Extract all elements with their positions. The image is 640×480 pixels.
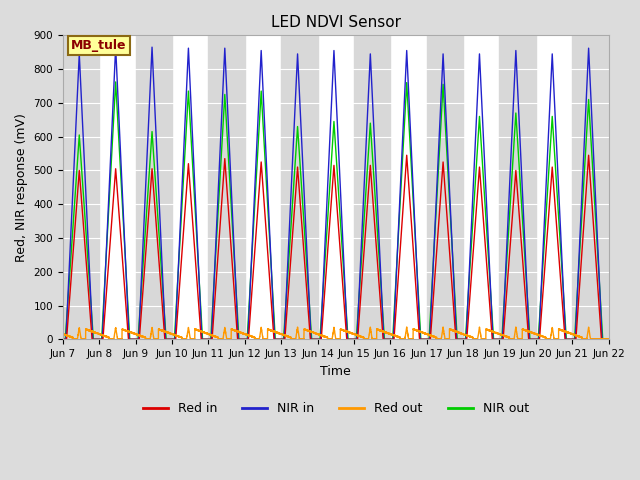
NIR out [180, 169, 188, 175]
Bar [499, 36, 536, 339]
Red in [605, 336, 612, 342]
NIR out [73, 171, 81, 177]
Red out [503, 334, 511, 340]
Bar [572, 36, 609, 339]
NIR in [94, 336, 102, 342]
Red in [298, 214, 305, 219]
Red in [59, 336, 67, 342]
NIR in [503, 238, 511, 243]
Bar [63, 36, 99, 339]
X-axis label: Time: Time [321, 365, 351, 378]
NIR in [59, 336, 67, 342]
Line: NIR out: NIR out [63, 82, 609, 339]
NIR out [605, 336, 612, 342]
NIR in [247, 269, 255, 275]
Red out [247, 334, 255, 339]
Red in [403, 152, 410, 158]
Red out [180, 336, 188, 342]
Red out [69, 336, 77, 342]
Bar [209, 36, 245, 339]
NIR out [59, 336, 67, 342]
Line: Red out: Red out [63, 327, 609, 339]
NIR out [503, 252, 511, 258]
NIR in [180, 145, 188, 151]
Red out [94, 331, 102, 336]
Bar [281, 36, 317, 339]
Title: LED NDVI Sensor: LED NDVI Sensor [271, 15, 401, 30]
Red in [94, 336, 102, 342]
NIR out [94, 336, 102, 342]
NIR in [298, 130, 305, 136]
Red in [73, 203, 81, 209]
NIR in [605, 336, 612, 342]
Red out [403, 324, 410, 330]
Red in [247, 303, 255, 309]
NIR out [112, 79, 120, 85]
Bar [136, 36, 172, 339]
NIR in [73, 108, 81, 114]
Text: MB_tule: MB_tule [71, 39, 127, 52]
Legend: Red in, NIR in, Red out, NIR out: Red in, NIR in, Red out, NIR out [138, 397, 534, 420]
NIR in [112, 44, 120, 50]
Red out [59, 331, 67, 337]
Bar [427, 36, 463, 339]
Red in [503, 284, 511, 290]
NIR out [298, 180, 305, 186]
Red out [605, 336, 612, 342]
Red in [180, 225, 188, 231]
Y-axis label: Red, NIR response (mV): Red, NIR response (mV) [15, 113, 28, 262]
Red out [73, 336, 81, 342]
Line: Red in: Red in [63, 155, 609, 339]
NIR out [247, 270, 255, 276]
Red out [298, 336, 305, 342]
Line: NIR in: NIR in [63, 47, 609, 339]
Bar [354, 36, 390, 339]
